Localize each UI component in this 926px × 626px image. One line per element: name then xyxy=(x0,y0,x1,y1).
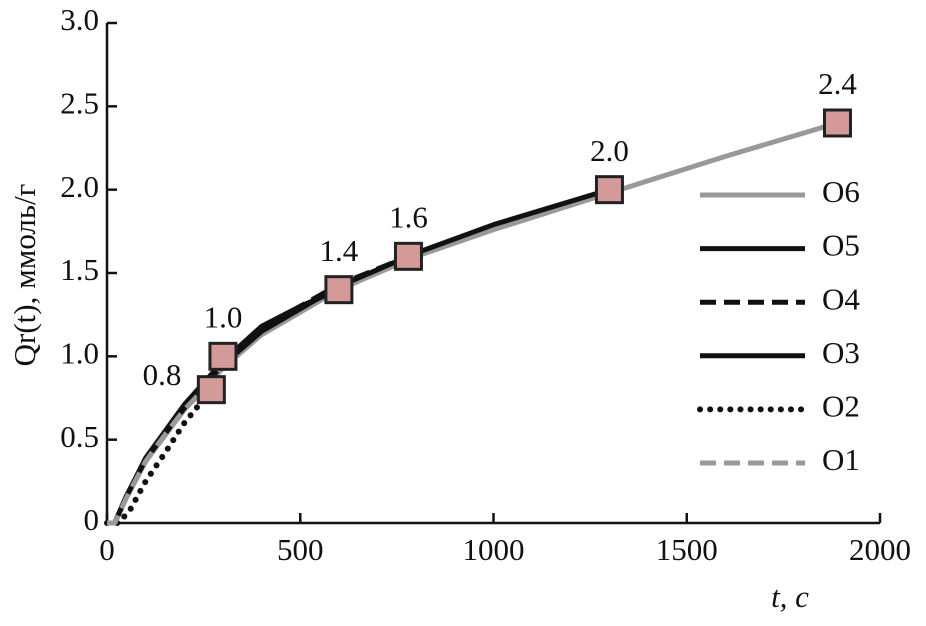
y-tick-label: 1.0 xyxy=(60,335,99,370)
series-line xyxy=(104,386,215,526)
legend-label: O3 xyxy=(822,335,860,370)
marker xyxy=(196,375,226,405)
x-tick-label: 2000 xyxy=(849,532,911,567)
x-tick-label: 1500 xyxy=(656,532,718,567)
marker xyxy=(208,341,238,371)
x-axis-label: t, с xyxy=(771,579,809,614)
y-tick-label: 0 xyxy=(84,502,100,537)
y-tick-label: 2.0 xyxy=(60,169,99,204)
marker xyxy=(393,241,423,271)
legend-label: O5 xyxy=(822,228,860,263)
y-tick-label: 2.5 xyxy=(60,85,99,120)
data-label: 0.8 xyxy=(143,357,182,392)
series-line xyxy=(107,287,340,526)
marker xyxy=(324,275,354,305)
y-tick-label: 3.0 xyxy=(60,2,99,37)
data-label: 1.0 xyxy=(204,299,243,334)
y-tick-label: 1.5 xyxy=(60,252,99,287)
x-tick-label: 0 xyxy=(99,532,115,567)
y-axis-label: Qr(t), ммоль/г xyxy=(7,184,42,367)
legend-label: O1 xyxy=(822,442,860,477)
y-tick-label: 0.5 xyxy=(60,419,99,454)
data-label: 2.0 xyxy=(590,133,629,168)
legend-label: O4 xyxy=(822,281,860,316)
x-tick-label: 1000 xyxy=(463,532,525,567)
data-label: 1.6 xyxy=(389,199,428,234)
marker xyxy=(822,108,852,138)
data-label: 1.4 xyxy=(320,233,359,268)
data-label: 2.4 xyxy=(818,66,857,101)
legend-label: O2 xyxy=(822,389,860,424)
marker xyxy=(594,175,624,205)
legend-label: O6 xyxy=(822,174,860,209)
x-tick-label: 500 xyxy=(277,532,324,567)
